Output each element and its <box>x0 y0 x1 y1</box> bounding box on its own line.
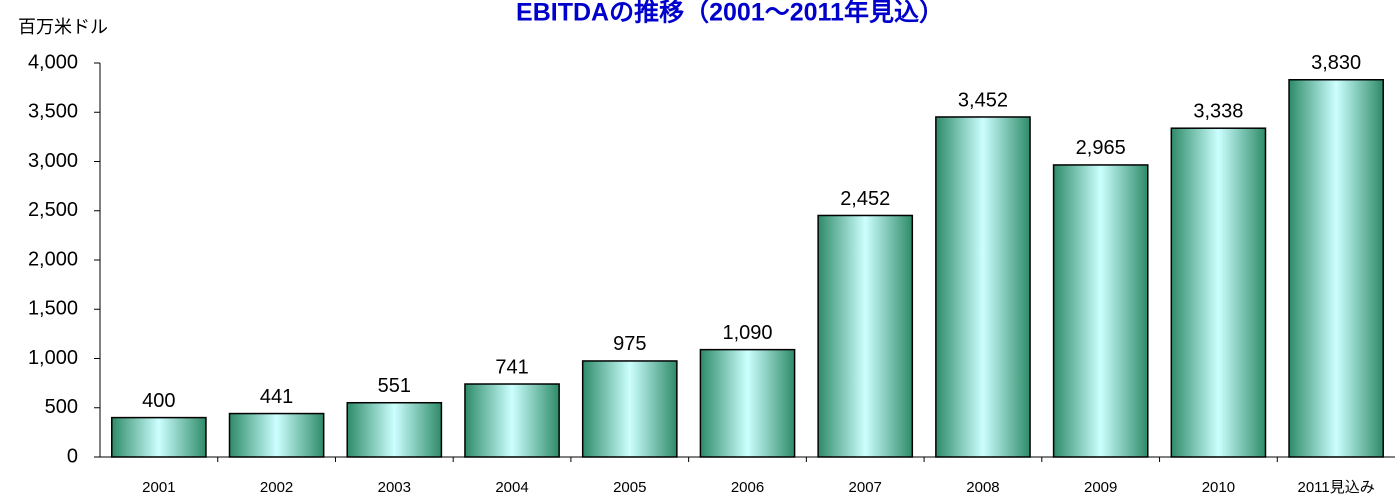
x-tick-label: 2006 <box>731 479 764 496</box>
bar <box>111 416 207 458</box>
y-tick-label: 2,500 <box>28 199 78 221</box>
data-label: 741 <box>495 356 528 378</box>
data-label: 975 <box>613 333 646 355</box>
x-tick-label: 2007 <box>849 479 882 496</box>
y-tick-label: 3,000 <box>28 150 78 172</box>
bar <box>817 214 914 458</box>
x-tick-label: 2011見込み <box>1298 479 1375 496</box>
y-tick-label: 2,000 <box>28 248 78 270</box>
x-tick-label: 2005 <box>613 479 646 496</box>
data-label: 441 <box>260 386 293 408</box>
x-tick-label: 2001 <box>142 479 175 496</box>
bar <box>228 412 325 458</box>
x-tick-label: 2004 <box>495 479 528 496</box>
data-label: 3,338 <box>1193 100 1243 122</box>
x-tick-label: 2009 <box>1084 479 1117 496</box>
y-axis-label: 百万米ドル <box>18 17 108 37</box>
data-label: 1,090 <box>722 322 772 344</box>
chart-title: EBITDAの推移（2001〜2011年見込） <box>516 0 944 27</box>
data-label: 400 <box>142 390 175 412</box>
y-tick-label: 3,500 <box>28 101 78 123</box>
bar <box>699 348 796 458</box>
x-tick-label: 2010 <box>1202 479 1235 496</box>
y-tick-label: 4,000 <box>28 51 78 73</box>
bar <box>1052 164 1149 458</box>
x-tick-label: 2003 <box>378 479 411 496</box>
bar <box>464 383 560 458</box>
bar <box>346 401 443 458</box>
y-tick-label: 500 <box>45 396 78 418</box>
bar <box>581 360 678 458</box>
data-label: 2,965 <box>1076 137 1126 159</box>
y-tick-label: 1,500 <box>28 298 78 320</box>
x-tick-label: 2008 <box>966 479 999 496</box>
x-tick-label: 2002 <box>260 479 293 496</box>
data-label: 3,830 <box>1311 52 1361 74</box>
y-tick-label: 0 <box>67 445 78 467</box>
data-label: 2,452 <box>840 188 890 210</box>
data-label: 3,452 <box>958 89 1008 111</box>
y-tick-label: 1,000 <box>28 347 78 369</box>
bar <box>935 116 1031 458</box>
data-label: 551 <box>378 375 411 397</box>
bar <box>1288 78 1384 458</box>
bar <box>1170 127 1267 458</box>
